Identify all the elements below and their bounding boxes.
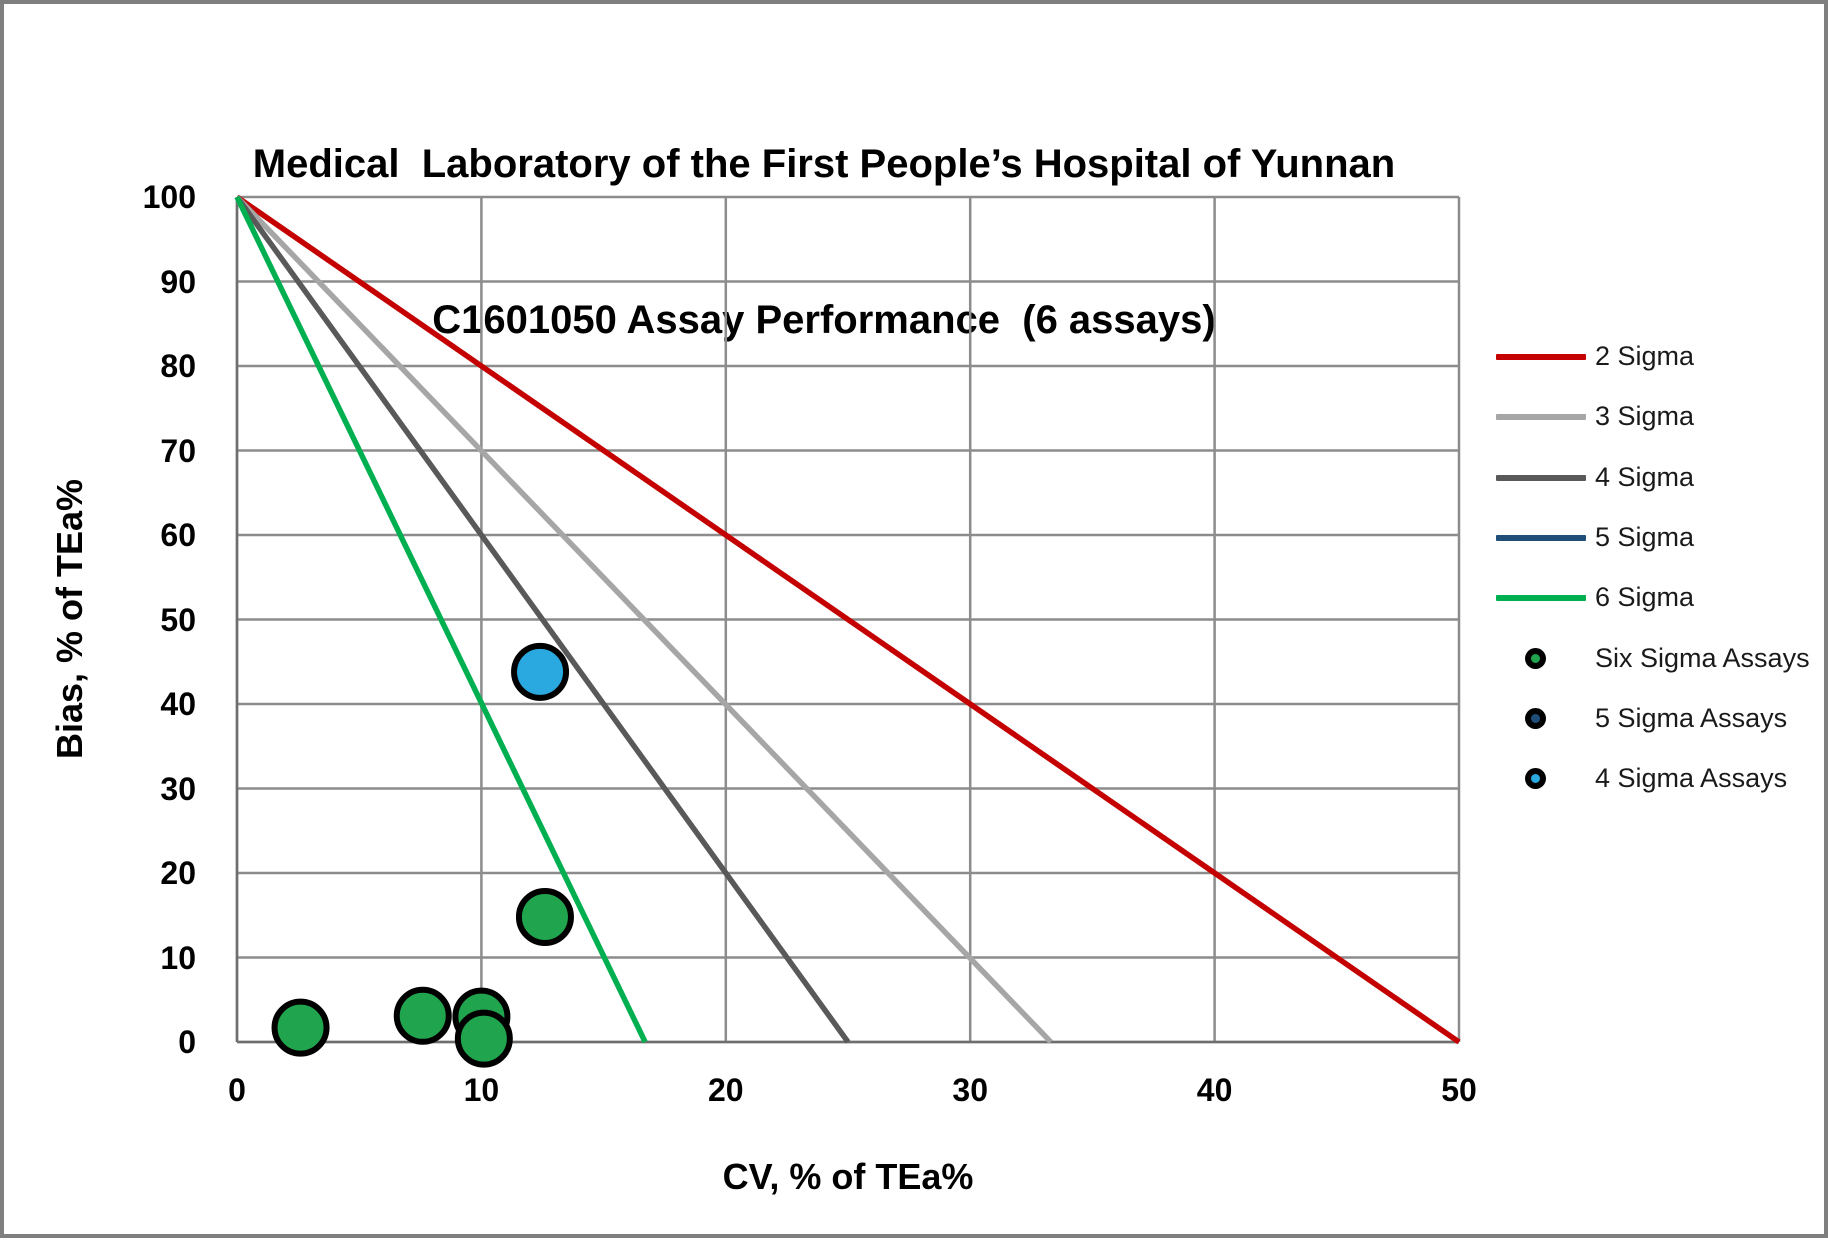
data-point-six-sigma-assays bbox=[393, 986, 452, 1045]
legend-line-swatch bbox=[1496, 354, 1586, 360]
legend: 2 Sigma 3 Sigma 4 Sigma 5 Sigma 6 Sigma Six S… bbox=[1496, 4, 1828, 1242]
data-point-4-sigma-assays bbox=[511, 642, 570, 701]
y-tick-label: 70 bbox=[160, 432, 196, 469]
y-tick-label: 20 bbox=[160, 855, 196, 891]
y-tick-label: 100 bbox=[142, 179, 196, 215]
legend-marker-swatch bbox=[1525, 768, 1546, 790]
legend-item-4-sigma: 4 Sigma bbox=[1496, 460, 1828, 494]
legend-marker-core bbox=[1531, 653, 1540, 663]
plot-area bbox=[234, 194, 1461, 1068]
data-point-six-sigma-assays bbox=[271, 998, 330, 1057]
sigma-line-4-sigma bbox=[234, 195, 851, 1044]
legend-label: Six Sigma Assays bbox=[1595, 642, 1810, 673]
legend-marker-core bbox=[1531, 713, 1540, 723]
y-tick-label: 10 bbox=[160, 939, 196, 976]
legend-label: 6 Sigma bbox=[1595, 582, 1695, 613]
y-tick-label: 40 bbox=[160, 686, 196, 722]
x-tick-label: 20 bbox=[708, 1072, 744, 1108]
legend-item-6-sigma: 6 Sigma bbox=[1496, 580, 1828, 614]
sigma-line-2-sigma bbox=[235, 194, 1461, 1045]
y-tick-label: 90 bbox=[160, 263, 196, 300]
chart-title-line-1: Medical Laboratory of the First People’s… bbox=[252, 142, 1396, 186]
y-tick-label: 80 bbox=[160, 348, 196, 384]
chart-title-line-2: C1601050 Assay Performance (6 assays) bbox=[432, 298, 1216, 342]
legend-marker-swatch bbox=[1525, 647, 1546, 669]
sigma-line-3-sigma bbox=[235, 195, 1053, 1044]
legend-marker-swatch bbox=[1525, 707, 1546, 729]
legend-item-six-sigma-assays: Six Sigma Assays bbox=[1496, 641, 1828, 675]
data-point-six-sigma-assays bbox=[454, 1009, 513, 1068]
x-tick-label: 50 bbox=[1441, 1072, 1477, 1108]
legend-label: 3 Sigma bbox=[1595, 401, 1695, 432]
legend-line-swatch bbox=[1496, 414, 1586, 421]
legend-line-swatch bbox=[1496, 595, 1586, 602]
sigma-line-6-sigma bbox=[234, 195, 648, 1044]
x-tick-label: 10 bbox=[463, 1072, 500, 1108]
x-tick-label: 40 bbox=[1196, 1072, 1233, 1108]
legend-label: 4 Sigma bbox=[1595, 461, 1695, 492]
legend-item-2-sigma: 2 Sigma bbox=[1496, 339, 1828, 373]
legend-item-5-sigma-assays: 5 Sigma Assays bbox=[1496, 701, 1828, 735]
legend-item-4-sigma-assays: 4 Sigma Assays bbox=[1496, 761, 1828, 795]
legend-item-5-sigma: 5 Sigma bbox=[1496, 520, 1828, 554]
legend-line-swatch bbox=[1496, 534, 1586, 541]
legend-label: 4 Sigma Assays bbox=[1595, 763, 1788, 794]
legend-label: 5 Sigma bbox=[1595, 521, 1695, 552]
legend-item-3-sigma: 3 Sigma bbox=[1496, 399, 1828, 433]
data-point-six-sigma-assays bbox=[515, 887, 574, 946]
chart-title: Medical Laboratory of the First People’s… bbox=[24, 34, 1624, 450]
y-tick-label: 0 bbox=[178, 1024, 196, 1060]
x-tick-label: 0 bbox=[228, 1072, 246, 1108]
y-tick-label: 30 bbox=[160, 770, 196, 807]
legend-label: 5 Sigma Assays bbox=[1595, 702, 1788, 733]
legend-marker-core bbox=[1531, 774, 1540, 784]
y-tick-label: 60 bbox=[160, 517, 196, 553]
x-axis-title: CV, % of TEa% bbox=[722, 1156, 974, 1197]
x-tick-label: 30 bbox=[952, 1072, 988, 1108]
legend-line-swatch bbox=[1496, 474, 1586, 481]
y-tick-label: 50 bbox=[160, 601, 196, 638]
legend-label: 2 Sigma bbox=[1595, 341, 1695, 371]
